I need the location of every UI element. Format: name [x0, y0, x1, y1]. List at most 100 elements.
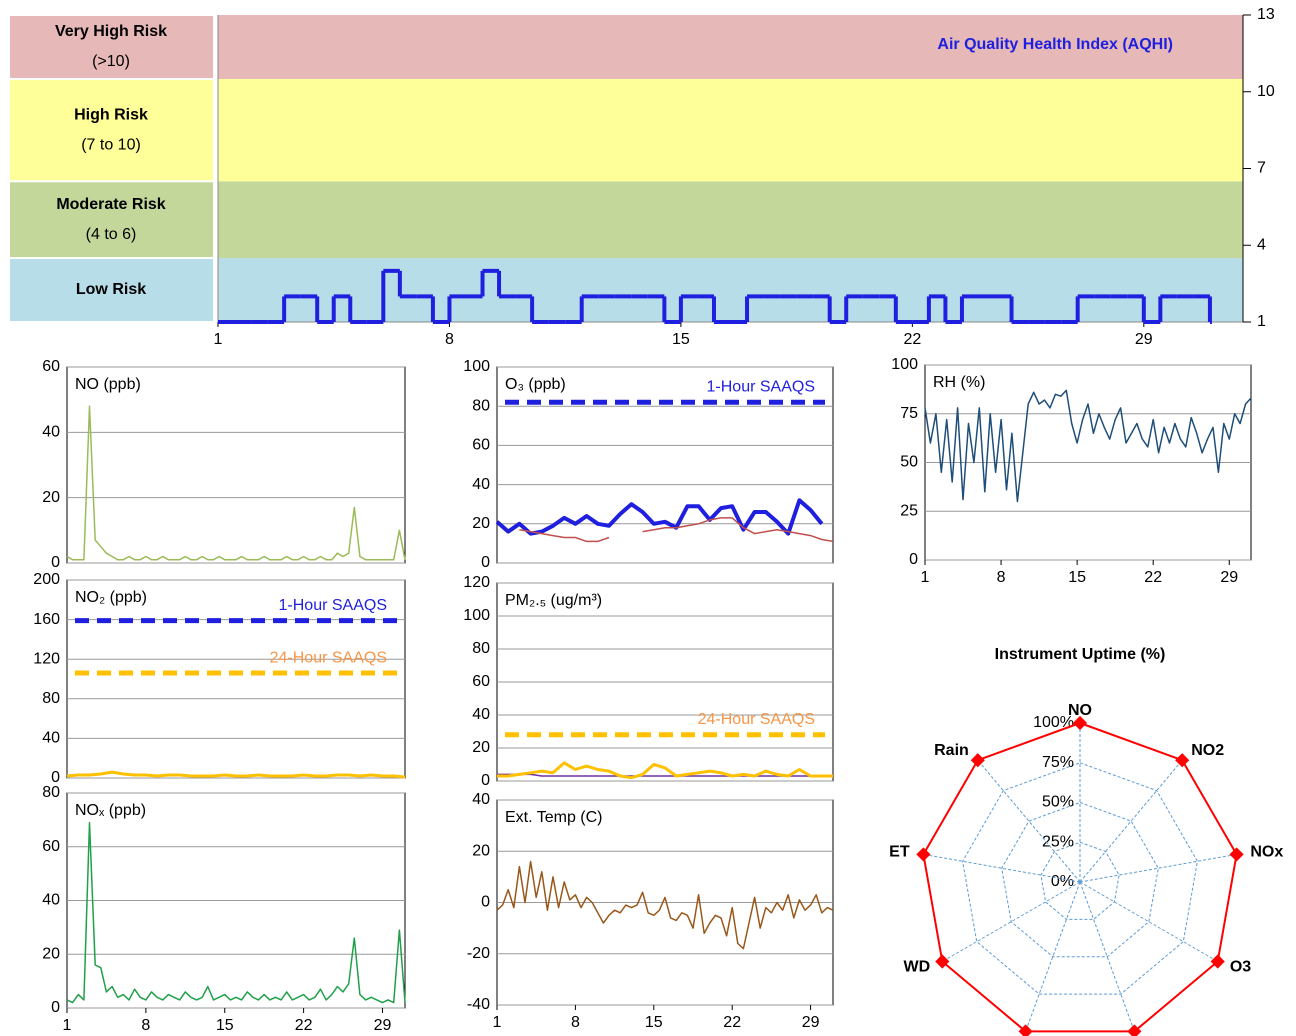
- series-line: [66, 405, 406, 561]
- y-tick-label: 13: [1257, 6, 1275, 23]
- risk-band-name: Low Risk: [76, 281, 146, 298]
- risk-band-name: Very High Risk: [55, 23, 167, 40]
- risk-band-label-box: [10, 16, 213, 78]
- radar-category-label: O3: [1230, 959, 1251, 976]
- y-tick-label: 60: [42, 838, 60, 855]
- y-tick-label: 20: [472, 842, 490, 859]
- risk-band-range: (7 to 10): [81, 136, 141, 153]
- x-tick-label: 22: [903, 331, 921, 348]
- panel-title: NO (ppb): [75, 376, 141, 393]
- reference-label: 1-Hour SAAQS: [279, 597, 387, 614]
- risk-band: [218, 258, 1243, 322]
- y-tick-label: 160: [33, 611, 60, 628]
- panel-title: PM₂.₅ (ug/m³): [505, 592, 602, 609]
- x-tick-label: 29: [1220, 569, 1238, 586]
- y-tick-label: 50: [900, 454, 918, 471]
- series-line: [495, 498, 824, 536]
- radar-marker: [1175, 753, 1190, 768]
- reference-label: 1-Hour SAAQS: [707, 378, 815, 395]
- radar-marker: [1127, 1024, 1142, 1036]
- radar-spoke: [942, 881, 1081, 962]
- y-tick-label: 120: [463, 574, 490, 591]
- series-line: [519, 517, 834, 543]
- plot-frame: [66, 366, 406, 564]
- x-tick-label: 1: [921, 569, 930, 586]
- y-tick-label: 1: [1257, 313, 1266, 330]
- y-tick-label: 20: [472, 739, 490, 756]
- radar-marker: [970, 753, 985, 768]
- y-tick-label: 60: [472, 673, 490, 690]
- x-tick-label: 1: [214, 331, 223, 348]
- radar-area: [922, 721, 1238, 1033]
- series-line: [924, 389, 1252, 503]
- risk-band-range: (4 to 6): [86, 226, 137, 243]
- y-tick-label: 100: [891, 356, 918, 373]
- y-tick-label: 0: [51, 554, 60, 571]
- y-tick-label: 7: [1257, 160, 1266, 177]
- risk-band: [218, 181, 1243, 259]
- panel-title: RH (%): [933, 374, 985, 391]
- y-tick-label: 0: [51, 769, 60, 786]
- y-tick-label: -40: [467, 996, 490, 1013]
- y-tick-label: 4: [1257, 236, 1266, 253]
- x-tick-label: 29: [802, 1014, 820, 1031]
- y-tick-label: 20: [472, 515, 490, 532]
- y-tick-label: 0: [909, 551, 918, 568]
- y-tick-label: 100: [463, 358, 490, 375]
- radar-spoke: [977, 759, 1081, 883]
- series-line: [497, 761, 833, 780]
- y-tick-label: 25: [900, 502, 918, 519]
- radar-marker: [1072, 715, 1088, 731]
- radar-marker: [1018, 1024, 1033, 1036]
- y-tick-label: 80: [42, 690, 60, 707]
- radar-ring: [1040, 841, 1120, 920]
- y-tick-label: 0: [481, 554, 490, 571]
- y-tick-label: 20: [42, 489, 60, 506]
- y-tick-label: -20: [467, 945, 490, 962]
- x-tick-label: 15: [216, 1017, 234, 1034]
- y-tick-label: 200: [33, 571, 60, 588]
- series-line: [496, 860, 834, 950]
- radar-marker: [935, 954, 950, 969]
- x-tick-label: 8: [445, 331, 454, 348]
- risk-band-name: High Risk: [74, 106, 148, 123]
- x-tick-label: 22: [295, 1017, 313, 1034]
- radar-spoke: [923, 853, 1081, 883]
- risk-band-label-box: [10, 182, 213, 258]
- radar-spoke: [1079, 759, 1183, 883]
- y-tick-label: 0: [51, 999, 60, 1016]
- radar-spoke: [1079, 881, 1218, 962]
- series-line: [66, 770, 406, 779]
- x-tick-label: 8: [997, 569, 1006, 586]
- radar-tick-label: 50%: [1042, 794, 1074, 811]
- y-tick-label: 120: [33, 650, 60, 667]
- x-tick-label: 29: [374, 1017, 392, 1034]
- radar-marker: [916, 847, 931, 862]
- radar-spoke: [1079, 853, 1237, 883]
- risk-band-label-box: [10, 259, 213, 321]
- y-tick-label: 40: [42, 424, 60, 441]
- risk-band-range: (>10): [92, 53, 130, 70]
- y-tick-label: 60: [42, 358, 60, 375]
- y-tick-label: 40: [472, 476, 490, 493]
- radar-category-label: NOx: [1250, 844, 1283, 861]
- risk-band-label-box: [10, 79, 213, 181]
- radar-marker: [1229, 847, 1244, 862]
- y-tick-label: 40: [42, 892, 60, 909]
- radar-category-label: ET: [889, 844, 910, 861]
- panel-title: NOₓ (ppb): [75, 802, 146, 819]
- y-tick-label: 80: [472, 640, 490, 657]
- x-tick-label: 1: [493, 1014, 502, 1031]
- x-tick-label: 22: [1144, 569, 1162, 586]
- x-tick-label: 29: [1135, 331, 1153, 348]
- x-tick-label: 1: [63, 1017, 72, 1034]
- radar-spoke: [1079, 881, 1135, 1032]
- y-tick-label: 80: [472, 397, 490, 414]
- risk-band-name: Moderate Risk: [56, 196, 165, 213]
- x-tick-label: 15: [1068, 569, 1086, 586]
- y-tick-label: 40: [472, 706, 490, 723]
- y-tick-label: 0: [481, 894, 490, 911]
- panel-title: Ext. Temp (C): [505, 809, 603, 826]
- plot-frame: [496, 366, 834, 564]
